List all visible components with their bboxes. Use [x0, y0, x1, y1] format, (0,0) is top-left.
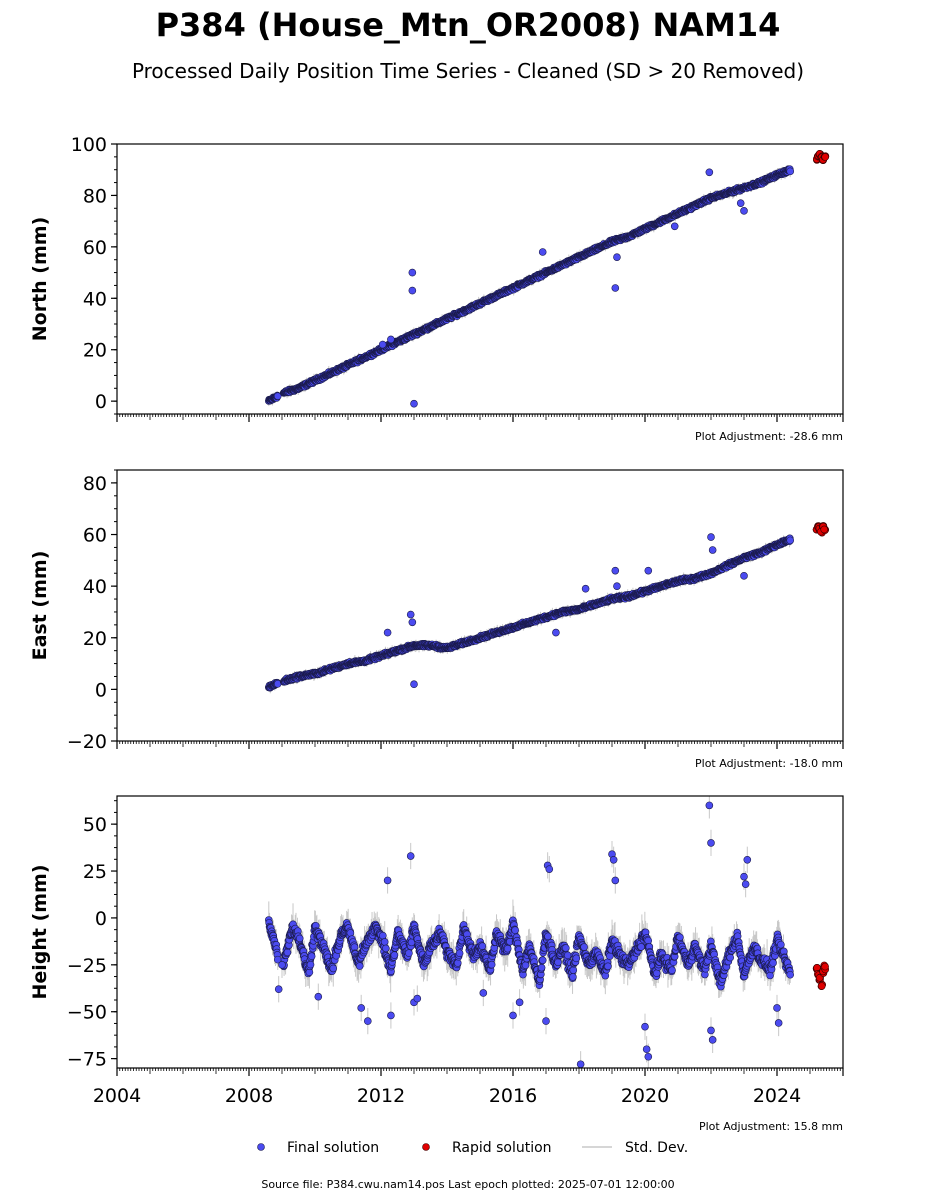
rapid-point — [820, 525, 829, 534]
final-point — [581, 584, 590, 593]
final-point — [387, 335, 395, 344]
final-point — [740, 207, 748, 215]
final-point — [552, 628, 560, 637]
final-solution-points — [264, 533, 795, 692]
final-point — [644, 566, 653, 575]
final-point — [611, 284, 620, 292]
final-point — [408, 618, 417, 627]
final-point — [786, 167, 795, 176]
plot-area — [264, 150, 830, 408]
y-tick-label: 0 — [95, 391, 107, 413]
final-point — [705, 168, 714, 177]
rapid-solution-points — [812, 150, 830, 165]
y-tick-label: 20 — [83, 340, 107, 362]
final-point — [538, 248, 547, 256]
final-point — [670, 222, 679, 231]
final-point — [383, 628, 392, 637]
final-point — [408, 268, 417, 277]
y-tick-label: 20 — [83, 628, 107, 650]
y-tick-label: 60 — [83, 525, 107, 547]
final-point — [410, 680, 418, 689]
final-solution-points — [264, 165, 795, 408]
y-axis-label: North (mm) — [29, 217, 51, 342]
plot-adjustment-note: Plot Adjustment: -28.6 mm — [695, 430, 843, 443]
east-panel: −20 0 20 40 60 80 East (mm) Plot Adjustment: -1… — [29, 469, 844, 770]
y-tick-label: 80 — [83, 185, 107, 207]
final-point — [786, 536, 795, 545]
final-point — [613, 582, 621, 590]
y-tick-label: 60 — [83, 237, 107, 259]
axes-frame — [116, 469, 844, 742]
plot-area — [264, 796, 830, 1068]
final-point — [410, 399, 418, 408]
final-point — [406, 610, 415, 619]
plot-adjustment-note: Plot Adjustment: -18.0 mm — [695, 757, 843, 770]
final-point — [707, 533, 715, 541]
final-point — [613, 253, 621, 261]
plot-area — [264, 522, 829, 694]
y-tick-label: 40 — [83, 288, 107, 310]
y-tick-label: 80 — [83, 473, 107, 495]
final-point — [273, 392, 282, 400]
y-tick-label: 40 — [83, 576, 107, 598]
final-point — [611, 566, 620, 575]
north-panel: 0 20 40 60 80 100 North (mm) Plot Adjustment: -… — [29, 134, 844, 443]
rapid-solution-points — [812, 522, 829, 537]
axes-frame — [116, 143, 844, 415]
y-tick-label: −20 — [67, 731, 107, 753]
final-point — [408, 286, 417, 295]
final-point — [708, 546, 717, 554]
final-point — [740, 572, 748, 580]
rapid-point — [821, 153, 829, 161]
final-point — [736, 199, 745, 207]
final-point — [378, 340, 387, 349]
chart-title: P384 (House_Mtn_OR2008) NAM14 — [156, 6, 781, 44]
y-axis-label: East (mm) — [29, 551, 51, 661]
y-tick-label: 0 — [95, 679, 107, 701]
chart-subtitle: Processed Daily Position Time Series - C… — [132, 59, 804, 83]
y-tick-label: 100 — [71, 134, 107, 156]
